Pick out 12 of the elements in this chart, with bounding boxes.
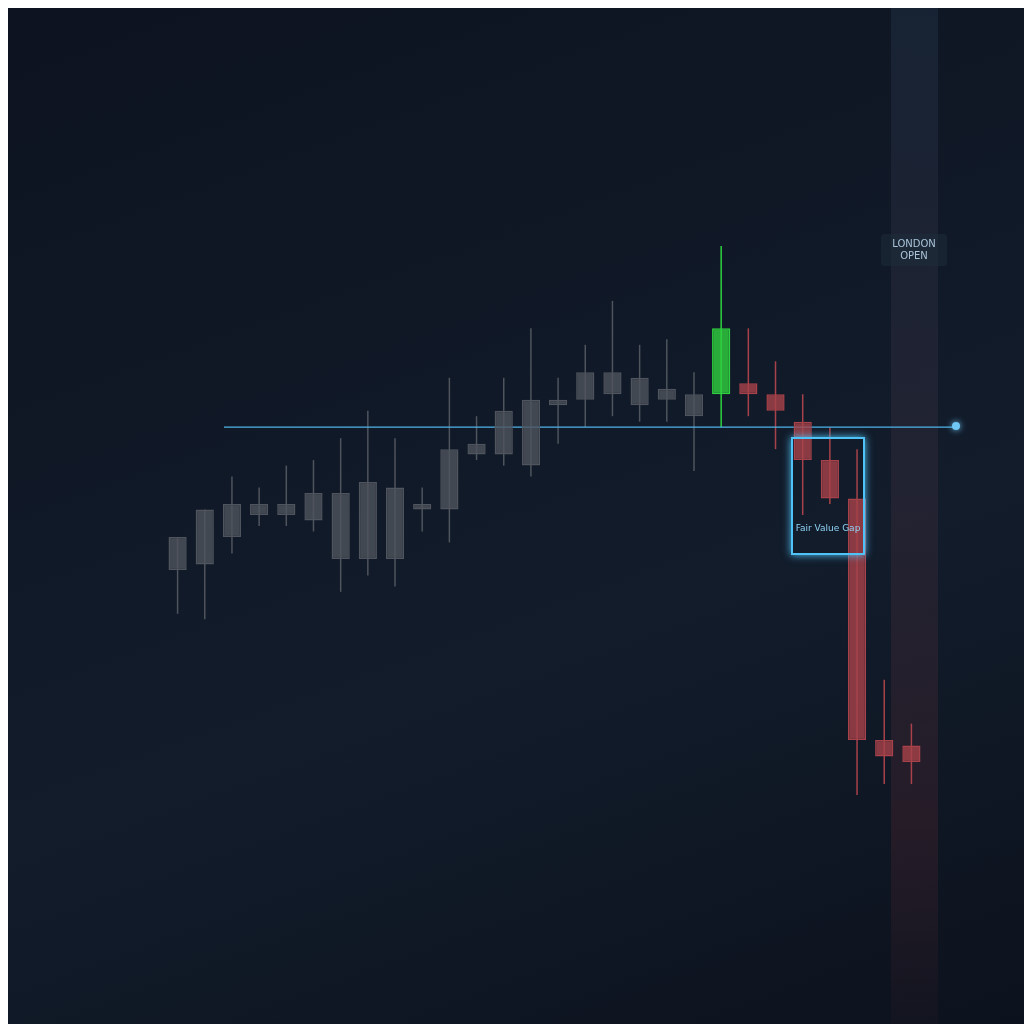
candlestick [657, 338, 676, 423]
candlestick [277, 464, 296, 527]
candlestick [467, 415, 486, 461]
candlestick [548, 377, 568, 445]
candlestick [603, 300, 622, 417]
candlestick [250, 486, 269, 527]
candlestick [902, 722, 921, 785]
candlestick [766, 360, 785, 450]
candlestick [875, 678, 894, 785]
candlestick [739, 327, 758, 417]
candlestick [684, 371, 704, 472]
annotation: LONDON OPEN [881, 234, 947, 266]
